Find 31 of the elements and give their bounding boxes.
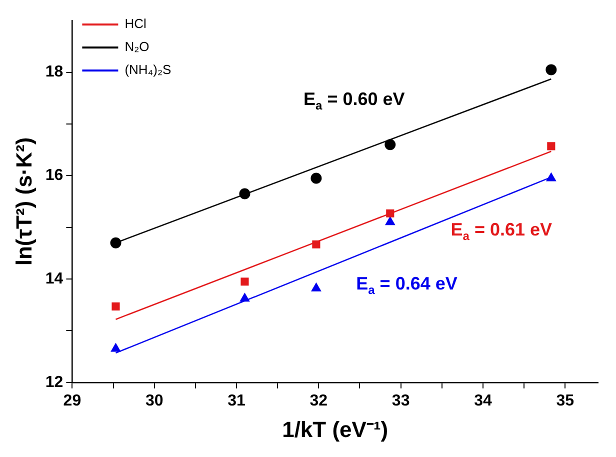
point: [311, 282, 322, 292]
y-tick-label: 12: [45, 374, 64, 391]
legend-label: HCl: [124, 16, 146, 32]
x-tick-label: 35: [556, 392, 574, 410]
point: [240, 278, 249, 286]
point: [546, 172, 556, 182]
point: [310, 172, 322, 184]
y-tick-label: 14: [45, 270, 64, 288]
point: [384, 139, 396, 150]
legend-label: N₂O: [124, 39, 150, 54]
point: [312, 240, 320, 248]
point: [240, 293, 250, 302]
point: [546, 64, 557, 76]
point: [110, 343, 121, 352]
point: [112, 302, 120, 310]
x-tick-label: 30: [145, 392, 164, 410]
y-tick-label: 18: [45, 64, 64, 81]
point: [547, 142, 556, 150]
point: [386, 209, 394, 218]
y-tick-label: 16: [45, 167, 64, 184]
point: [239, 188, 250, 200]
x-tick-label: 33: [392, 392, 410, 410]
point: [110, 237, 122, 248]
y-axis-title: ln(τT²) (s·K²): [11, 137, 36, 266]
x-tick-label: 31: [228, 392, 246, 410]
x-tick-label: 34: [474, 392, 492, 410]
legend-label: (NH₄)₂S: [124, 62, 172, 78]
x-axis-title: 1/kT (eV⁻¹): [282, 416, 388, 442]
x-tick-label: 32: [310, 392, 328, 410]
x-tick-label: 29: [63, 392, 82, 410]
point: [385, 216, 395, 226]
